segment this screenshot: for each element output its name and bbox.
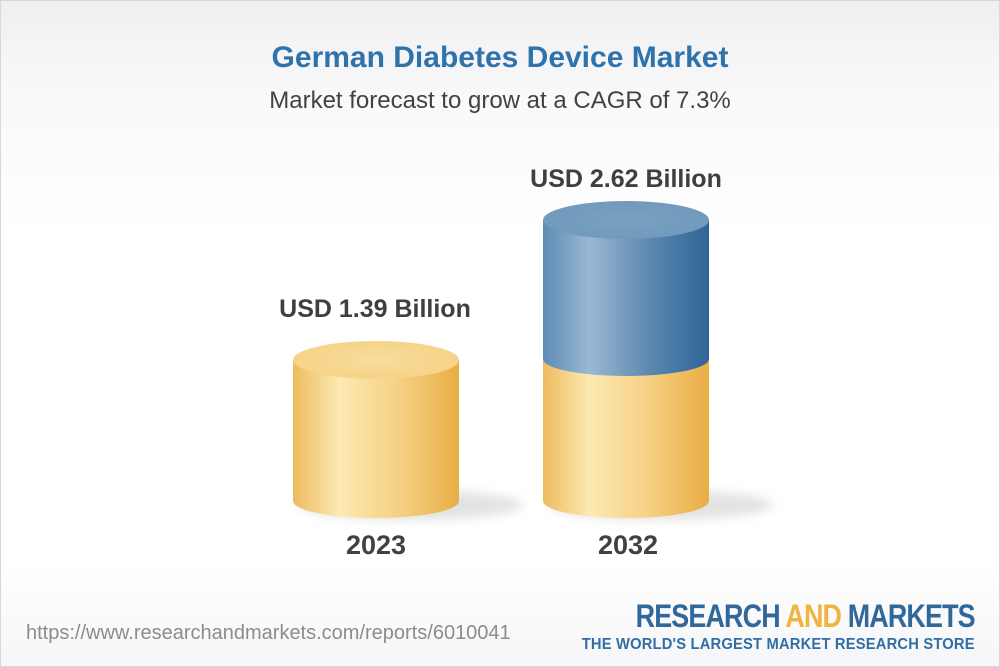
logo-word-markets: MARKETS <box>847 598 976 634</box>
value-label-2032: USD 2.62 Billion <box>530 165 722 193</box>
report-url: https://www.researchandmarkets.com/repor… <box>26 622 511 644</box>
chart-title: German Diabetes Device Market <box>271 41 729 74</box>
logo-wordmark: RESEARCH AND MARKETS <box>627 598 976 634</box>
value-label-2023: USD 1.39 Billion <box>279 295 471 323</box>
logo-word-research: RESEARCH <box>635 598 781 634</box>
bar-2023-cylinder <box>293 341 459 518</box>
axis-label-2023: 2023 <box>345 530 407 560</box>
logo-word-and: AND <box>785 598 843 634</box>
chart-subtitle: Market forecast to grow at a CAGR of 7.3… <box>269 87 731 114</box>
axis-label-2032: 2032 <box>597 530 659 560</box>
bar-2032-base-segment <box>543 359 709 518</box>
bar-2032-growth-segment <box>543 201 709 376</box>
bar-2032-cylinder <box>543 201 709 518</box>
research-and-markets-logo: RESEARCH AND MARKETS THE WORLD'S LARGEST… <box>561 598 976 654</box>
logo-tagline: THE WORLD'S LARGEST MARKET RESEARCH STOR… <box>581 635 975 653</box>
